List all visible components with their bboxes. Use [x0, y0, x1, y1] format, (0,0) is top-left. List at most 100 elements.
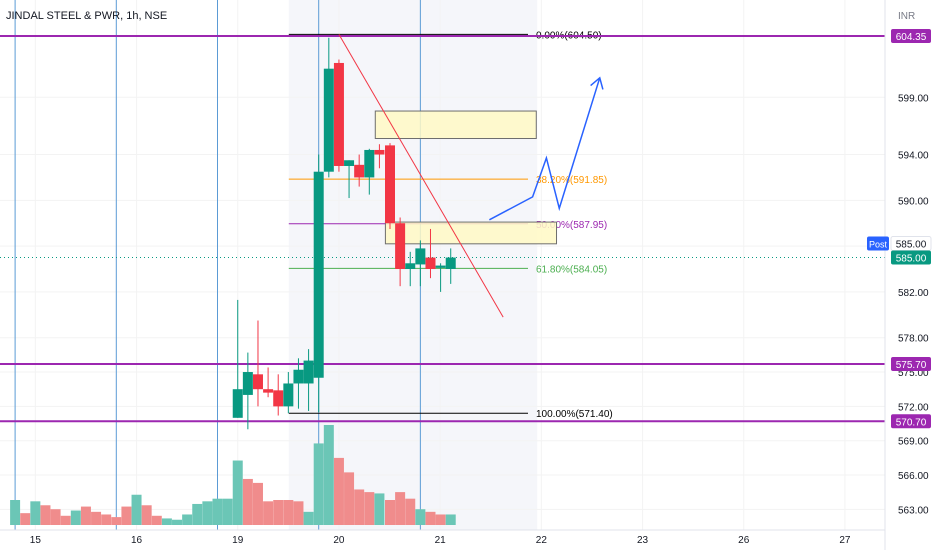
last-price-tag: 585.00	[896, 254, 927, 265]
volume-bar	[435, 514, 446, 525]
x-tick-label: 20	[333, 535, 345, 546]
volume-bar	[293, 501, 304, 525]
y-tick-label: 572.00	[898, 402, 929, 413]
x-tick-label: 23	[637, 535, 649, 546]
candle	[323, 37, 334, 178]
volume-bar	[182, 514, 193, 525]
trendline	[338, 34, 504, 318]
candle-body	[263, 389, 274, 393]
fib-level-label: 61.80%(584.05)	[536, 264, 607, 275]
volume-bar	[101, 514, 112, 525]
y-tick-label: 582.00	[898, 288, 929, 299]
volume-bar	[273, 500, 284, 525]
fib-level-label: 38.20%(591.85)	[536, 175, 607, 186]
symbol-title: JINDAL STEEL & PWR, 1h, NSE	[6, 10, 167, 22]
volume-bar	[242, 478, 253, 525]
x-tick-label: 15	[30, 535, 42, 546]
candle	[303, 349, 314, 411]
x-tick-label: 16	[131, 535, 143, 546]
volume-bar	[333, 457, 344, 525]
volume-bar	[60, 515, 71, 525]
candle	[385, 143, 395, 229]
candle-body	[364, 149, 375, 178]
y-tick-label: 566.00	[898, 471, 929, 482]
candle	[354, 154, 365, 187]
candle-body	[374, 149, 385, 155]
candle-body	[303, 360, 314, 384]
candle	[415, 240, 426, 287]
x-tick-label: 21	[435, 535, 447, 546]
projection-path	[489, 77, 601, 221]
candle-body	[344, 160, 355, 166]
candle	[283, 372, 294, 414]
drawings	[338, 34, 604, 318]
key-level-tag: 570.70	[896, 417, 927, 428]
volume-bar	[405, 498, 416, 525]
candle-body	[273, 390, 284, 407]
y-tick-label: 590.00	[898, 196, 929, 207]
volume-bar	[50, 509, 61, 525]
volume-bar	[222, 498, 233, 525]
volume-bar	[161, 518, 172, 525]
post-tag-bg	[867, 236, 889, 251]
volume-bar	[172, 519, 183, 525]
candle-body	[313, 171, 324, 378]
volume-bar	[313, 443, 324, 525]
y-tick-label: 569.00	[898, 437, 929, 448]
volume-bar	[10, 500, 21, 525]
candle	[364, 148, 375, 195]
volume-bar	[20, 513, 31, 525]
key-level-tag-bg	[891, 29, 931, 44]
volume-bar	[323, 425, 334, 525]
candle	[425, 228, 436, 279]
candle	[405, 251, 416, 287]
y-tick-label: 563.00	[898, 505, 929, 516]
volume-bar	[131, 494, 142, 525]
candle	[313, 154, 324, 413]
candle-body	[252, 374, 263, 390]
candle	[232, 299, 243, 418]
volume-bar	[364, 492, 375, 525]
volume-bar	[192, 503, 203, 525]
volume-bar	[445, 514, 456, 525]
candle-body	[405, 263, 416, 270]
candle-body	[293, 369, 304, 384]
volume-bar	[30, 501, 41, 525]
candle-body	[323, 68, 334, 172]
supply-zone	[374, 110, 537, 140]
volume-bar	[70, 510, 81, 525]
volume-bar	[385, 500, 395, 525]
candle-body	[435, 265, 446, 268]
grid	[0, 0, 885, 530]
volume-bar	[151, 515, 162, 525]
volume-bar	[425, 511, 436, 525]
candle-body	[385, 145, 395, 224]
candle	[344, 160, 355, 199]
fib-level-label: 50.00%(587.95)	[536, 220, 607, 231]
currency-label: INR	[898, 11, 915, 22]
candle	[445, 248, 456, 284]
horizontal-levels	[0, 35, 885, 423]
volume-bar	[283, 500, 294, 525]
projection-arrowhead	[590, 76, 604, 90]
key-level-tag: 604.35	[896, 32, 927, 43]
candle	[333, 59, 344, 172]
candle-body	[232, 389, 243, 418]
candle	[374, 144, 385, 169]
volume-bars	[10, 425, 456, 525]
candle	[395, 217, 406, 287]
x-tick-label: 26	[738, 535, 750, 546]
volume-bar	[121, 506, 132, 525]
x-tick-label: 22	[536, 535, 548, 546]
key-level-tag: 575.70	[896, 360, 927, 371]
volume-bar	[252, 482, 263, 525]
candle-body	[333, 62, 344, 166]
volume-bar	[354, 489, 365, 525]
key-level-tag-bg	[891, 414, 931, 429]
candle	[435, 263, 446, 292]
current-price-tag: 585.00	[896, 240, 927, 251]
candle-body	[395, 223, 406, 270]
candle	[263, 367, 274, 398]
candle-body	[354, 164, 365, 178]
